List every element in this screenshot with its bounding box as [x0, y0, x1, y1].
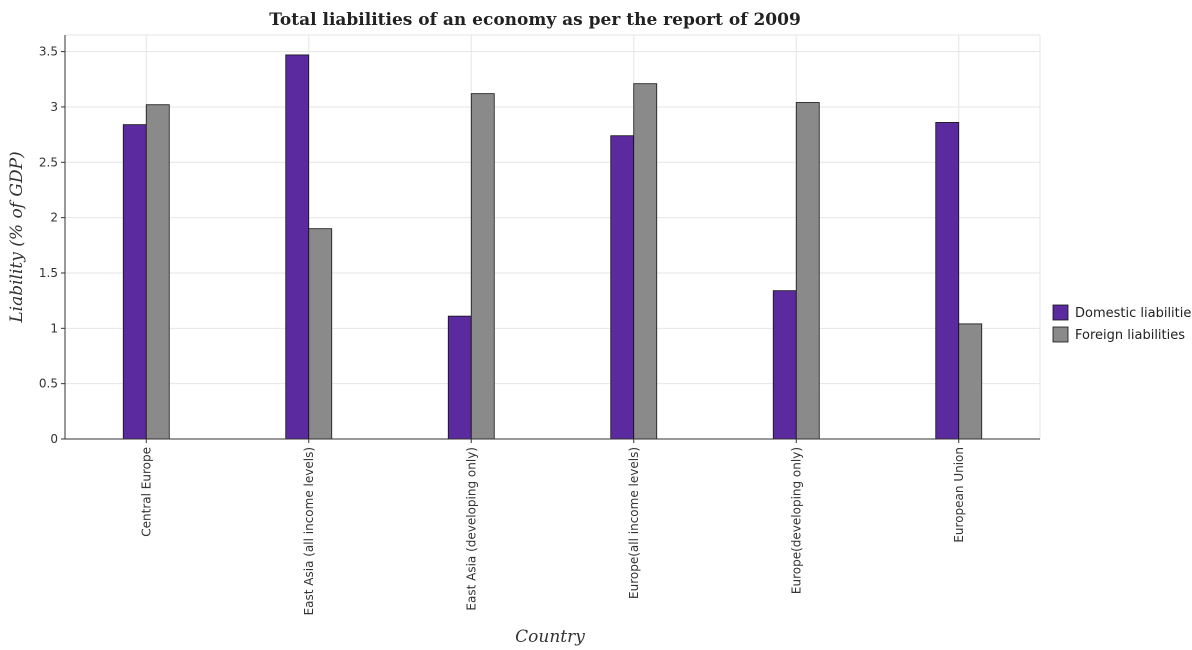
gridlines [65, 34, 1041, 440]
bar-foreign-liabilities [145, 104, 170, 440]
legend-swatch [1052, 326, 1069, 343]
legend-label: Domestic liabilities [1075, 306, 1192, 321]
y-tick-label: 1.5 [39, 266, 58, 280]
y-tick-labels: 0 0.5 1 1.5 2 2.5 3 3.5 [39, 45, 58, 446]
bar-domestic-liabilities [447, 315, 472, 440]
bar-domestic-liabilities [610, 135, 635, 440]
bar-foreign-liabilities [633, 83, 658, 440]
x-tick-label: East Asia (developing only) [464, 447, 478, 611]
y-tick-label: 3.5 [39, 45, 58, 59]
y-axis-label: Liability (% of GDP) [7, 151, 27, 323]
bar-domestic-liabilities [772, 290, 797, 440]
bar-foreign-liabilities [958, 323, 983, 440]
y-tick-label: 1 [50, 321, 58, 335]
x-tick-label: East Asia (all income levels) [302, 447, 316, 615]
bar-foreign-liabilities [795, 102, 820, 440]
bar-domestic-liabilities [285, 54, 310, 440]
legend-swatch [1052, 304, 1069, 321]
legend-label: Foreign liabilities [1075, 328, 1185, 343]
bar-foreign-liabilities [470, 93, 495, 440]
x-tick-label: Europe(all income levels) [627, 447, 641, 599]
axes [61, 35, 1040, 443]
x-tick-label: Europe(developing only) [789, 447, 803, 594]
chart-title: Total liabilities of an economy as per t… [269, 10, 801, 30]
x-tick-label: European Union [952, 447, 966, 543]
y-tick-label: 0.5 [39, 377, 58, 391]
bars [122, 54, 983, 440]
y-tick-label: 0 [50, 432, 58, 446]
y-tick-label: 2 [50, 211, 58, 225]
bar-domestic-liabilities [935, 122, 960, 440]
y-tick-label: 3 [50, 100, 58, 114]
x-axis-label: Country [515, 627, 585, 647]
bar-domestic-liabilities [122, 124, 147, 440]
x-tick-labels: Central Europe East Asia (all income leve… [139, 447, 966, 615]
y-tick-label: 2.5 [39, 155, 58, 169]
bar-foreign-liabilities [308, 228, 333, 440]
legend: Domestic liabilities Foreign liabilities [1052, 304, 1192, 343]
x-tick-label: Central Europe [139, 447, 153, 537]
